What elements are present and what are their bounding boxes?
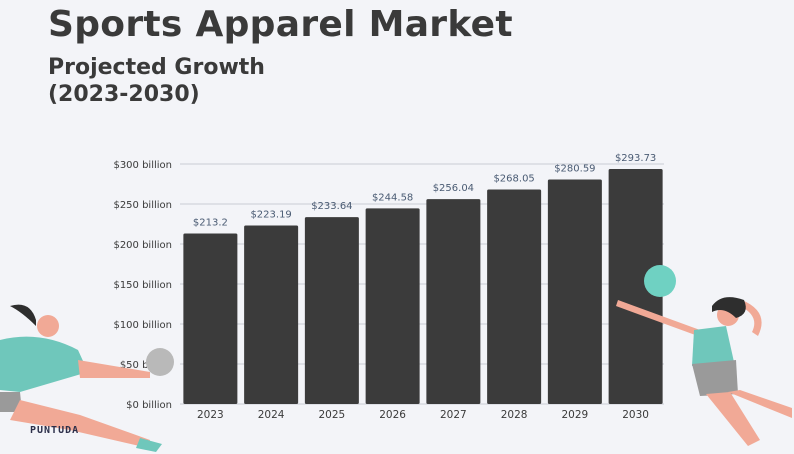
player-head <box>37 315 59 337</box>
x-tick-label: 2025 <box>319 409 346 421</box>
player-hair <box>10 304 36 326</box>
player2-shirt <box>692 326 734 366</box>
x-tick-label: 2027 <box>440 409 467 421</box>
player2-shorts <box>692 360 738 396</box>
y-tick-label: $0 billion <box>126 400 172 411</box>
data-label: $256.04 <box>433 183 474 194</box>
brand-logo: PUNTUDA <box>30 425 80 436</box>
x-tick-label: 2029 <box>562 409 589 421</box>
bars <box>183 169 663 404</box>
player-arm <box>78 360 150 378</box>
x-axis-labels: 2023 2024 2025 2026 2027 2028 2029 2030 <box>197 409 649 421</box>
y-tick-label: $50 billion <box>120 360 172 371</box>
x-tick-label: 2023 <box>197 409 224 421</box>
right-player-illustration <box>616 265 792 446</box>
data-label: $223.19 <box>250 209 291 220</box>
bar <box>487 189 542 404</box>
chart-subtitle: Projected Growth (2023-2030) <box>48 54 265 108</box>
teal-ball-icon <box>644 265 676 297</box>
player2-leg-back <box>728 390 792 418</box>
data-label: $280.59 <box>554 164 595 175</box>
data-label: $293.73 <box>615 153 656 164</box>
y-tick-label: $200 billion <box>113 240 172 251</box>
y-axis-ticks: $0 billion $50 billion $100 billion $150 bi… <box>113 160 172 411</box>
y-tick-label: $300 billion <box>113 160 172 171</box>
player2-hair <box>712 297 746 318</box>
player-shirt <box>0 336 88 392</box>
data-label: $213.2 <box>193 217 228 228</box>
bar <box>426 199 481 404</box>
x-tick-label: 2024 <box>258 409 285 421</box>
bar <box>183 233 238 404</box>
bar <box>608 169 663 404</box>
player-leg <box>10 400 150 448</box>
data-label: $233.64 <box>311 201 352 212</box>
y-tick-label: $100 billion <box>113 320 172 331</box>
bar <box>365 208 420 404</box>
bar <box>547 179 602 404</box>
data-label: $244.58 <box>372 192 413 203</box>
gray-ball-icon <box>146 348 174 376</box>
bar <box>244 225 299 404</box>
bar <box>304 217 359 404</box>
player2-arm <box>616 300 700 336</box>
x-tick-label: 2026 <box>379 409 406 421</box>
x-tick-label: 2030 <box>622 409 649 421</box>
y-tick-label: $250 billion <box>113 200 172 211</box>
x-tick-label: 2028 <box>501 409 528 421</box>
y-tick-label: $150 billion <box>113 280 172 291</box>
page-title: Sports Apparel Market <box>48 4 513 45</box>
data-label: $268.05 <box>493 174 534 185</box>
player2-leg <box>706 392 760 446</box>
value-labels: $213.2 $223.19 $233.64 $244.58 $256.04 $268.0… <box>193 153 656 228</box>
left-player-illustration <box>0 304 174 452</box>
subtitle-line-1: Projected Growth <box>48 55 265 80</box>
subtitle-line-2: (2023-2030) <box>48 82 200 107</box>
player-shoe <box>136 438 162 452</box>
